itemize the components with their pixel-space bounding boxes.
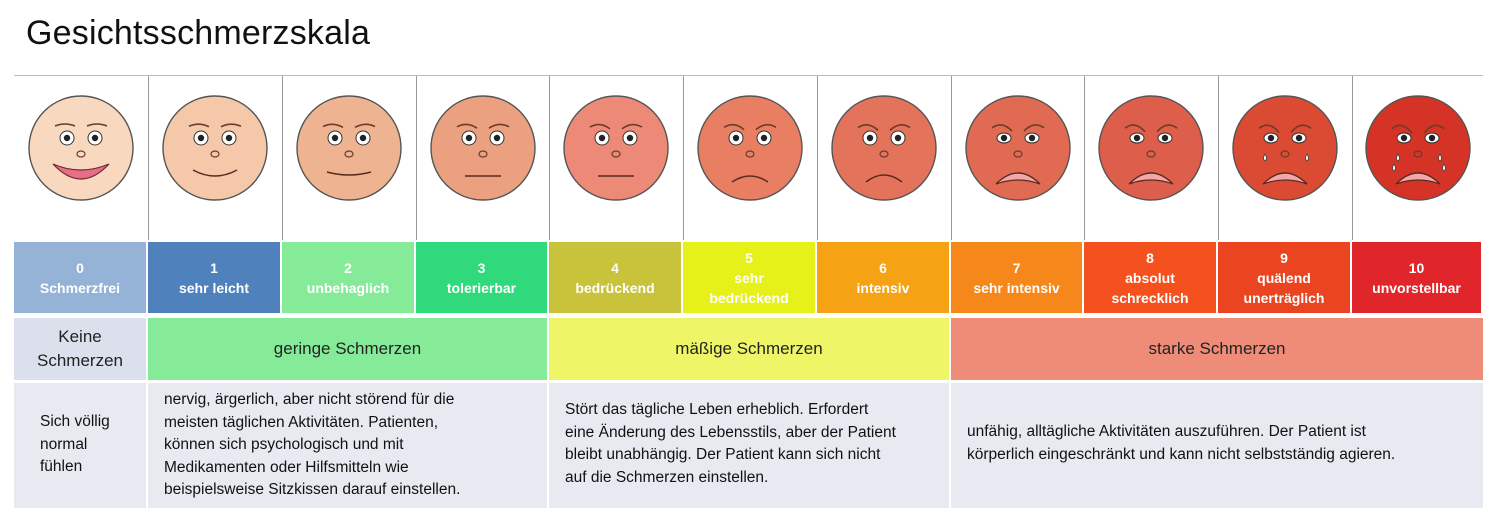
face-icon-2 [296,95,402,201]
level-box-8: 8 absolut schrecklich [1084,242,1216,313]
face-cell-7 [951,76,1084,240]
face-cell-3 [416,76,549,240]
face-divider [817,76,818,240]
level-box-2: 2 unbehaglich [282,242,414,313]
level-number: 3 [477,259,486,276]
level-box-7: 7 sehr intensiv [951,242,1082,313]
level-number: 2 [344,259,352,276]
category-label: starke Schmerzen [1148,339,1286,358]
description-mild: nervig, ärgerlich, aber nicht störend fü… [148,383,547,508]
face-cell-1 [148,76,282,240]
face-cell-4 [549,76,683,240]
level-label: tolerierbar [446,279,517,296]
level-label: sehr intensiv [973,279,1060,296]
face-divider [951,76,952,240]
face-divider [282,76,283,240]
face-divider [1352,76,1353,240]
level-box-0: 0 Schmerzfrei [14,242,146,313]
category-label: mäßige Schmerzen [675,339,823,358]
description-none: Sich völlig normal fühlen [14,383,146,508]
level-box-3: 3 tolerierbar [416,242,547,313]
faces-row [14,76,1483,240]
face-cell-5 [683,76,817,240]
level-number: 9 [1280,249,1288,266]
level-label: sehr bedrückend [709,269,789,306]
face-icon-8 [1098,95,1204,201]
face-cell-2 [282,76,416,240]
level-label: intensiv [856,279,910,296]
level-number: 4 [611,259,619,276]
category-mild: geringe Schmerzen [148,318,547,380]
level-number: 7 [1012,259,1021,276]
face-cell-10 [1352,76,1483,240]
level-box-6: 6 intensiv [817,242,949,313]
face-icon-3 [429,95,536,201]
face-divider [549,76,550,240]
category-none: Keine Schmerzen [14,318,146,380]
level-number: 1 [210,259,218,276]
level-number: 0 [76,259,84,276]
level-label: unbehaglich [306,279,390,296]
level-box-1: 1 sehr leicht [148,242,280,313]
face-divider [1218,76,1219,240]
description-text: nervig, ärgerlich, aber nicht störend fü… [164,391,461,498]
face-divider [1084,76,1085,240]
level-label: Schmerzfrei [39,279,121,296]
face-cell-9 [1218,76,1352,240]
level-label: absolut schrecklich [1111,269,1189,306]
description-text: unfähig, alltägliche Aktivitäten auszufü… [967,423,1396,463]
face-divider [148,76,149,240]
face-icon-1 [162,95,268,201]
category-moderate: mäßige Schmerzen [549,318,949,380]
header-divider [14,75,1483,76]
face-icon-4 [563,95,669,201]
level-label: unvorstellbar [1372,279,1461,296]
description-moderate: Stört das tägliche Leben erheblich. Erfo… [549,383,949,508]
level-number: 8 [1146,249,1154,266]
face-icon-10 [1364,95,1471,201]
level-box-9: 9 quälend unerträglich [1218,242,1350,313]
level-number: 6 [879,259,887,276]
category-label: geringe Schmerzen [273,339,422,358]
category-label: Keine Schmerzen [37,327,123,370]
level-box-5: 5 sehr bedrückend [683,242,815,313]
level-number: 5 [745,249,753,266]
face-cell-8 [1084,76,1218,240]
face-cell-0 [14,76,148,240]
level-box-10: 10 unvorstellbar [1352,242,1481,313]
level-number: 10 [1408,259,1425,276]
description-text: Sich völlig normal fühlen [40,413,110,475]
face-divider [683,76,684,240]
level-label: bedrückend [575,279,655,296]
description-text: Stört das tägliche Leben erheblich. Erfo… [565,401,896,486]
face-icon-5 [697,95,803,201]
level-label: sehr leicht [178,279,250,296]
description-severe: unfähig, alltägliche Aktivitäten auszufü… [951,383,1483,508]
face-icon-6 [831,95,937,201]
level-label: quälend unerträglich [1243,269,1325,306]
face-divider [416,76,417,240]
level-box-4: 4 bedrückend [549,242,681,313]
category-severe: starke Schmerzen [951,318,1483,380]
face-icon-0 [28,95,134,201]
face-icon-7 [964,95,1071,201]
face-cell-6 [817,76,951,240]
page-title: Gesichtsschmerzskala [26,14,371,52]
face-icon-9 [1232,95,1338,201]
